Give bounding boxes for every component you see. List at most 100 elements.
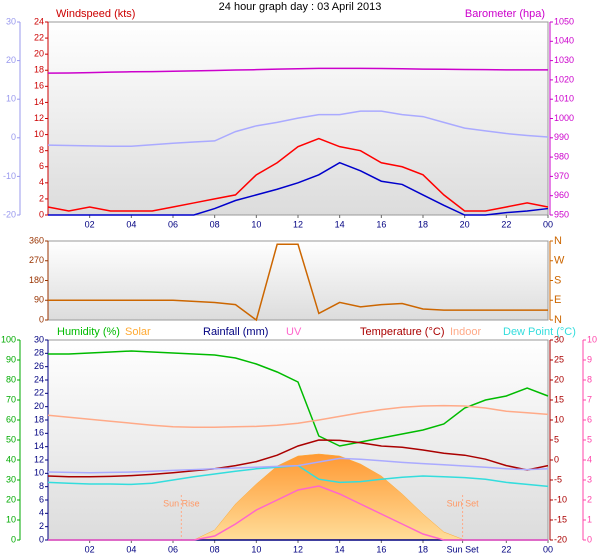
y-tick-label: 16 (34, 81, 44, 91)
line (48, 350, 549, 447)
y-tick-label: E (554, 294, 561, 306)
y-tick-label: 16 (34, 428, 44, 438)
y-tick-label: 8 (39, 481, 44, 491)
x-tick-label: 22 (501, 219, 511, 229)
y-tick-label: 8 (587, 374, 592, 384)
y-tick-label: 14 (34, 97, 44, 107)
y-tick-label: 990 (554, 132, 569, 142)
y-tick-label: 20 (34, 49, 44, 59)
line (48, 485, 548, 541)
x-tick-label: 12 (293, 544, 303, 554)
legend-entry: Indoor (450, 326, 482, 338)
y-tick-label: 970 (554, 171, 569, 181)
x-tick-label: 02 (85, 219, 95, 229)
y-tick-label: 20 (554, 374, 564, 384)
y-tick-label: 20 (6, 55, 16, 65)
y-tick-label: -15 (554, 514, 567, 524)
y-tick-label: 4 (39, 508, 44, 518)
y-tick-label: 80 (6, 374, 16, 384)
annotation: Sun Rise (163, 498, 200, 508)
y-tick-label: 26 (34, 361, 44, 371)
x-tick-label: 12 (293, 219, 303, 229)
x-tick-label: 16 (376, 544, 386, 554)
legend-entry: UV (286, 326, 302, 338)
x-tick-label: 08 (210, 219, 220, 229)
y-tick-label: 24 (34, 16, 44, 26)
y-tick-label: N (554, 235, 562, 247)
legend-entry: Humidity (%) (57, 326, 120, 338)
y-tick-label: 1000 (554, 113, 574, 123)
y-tick-label: 90 (34, 295, 44, 305)
x-tick-label: 10 (251, 219, 261, 229)
x-tick-label: 06 (168, 544, 178, 554)
x-tick-label: 14 (335, 219, 345, 229)
axis-title: Barometer (hpa) (465, 8, 545, 20)
y-tick-label: 12 (34, 454, 44, 464)
y-tick-label: 950 (554, 209, 569, 219)
legend-entry: Rainfall (mm) (203, 326, 268, 338)
x-tick-label: 10 (251, 544, 261, 554)
chart-title: 24 hour graph day : 03 April 2013 (219, 1, 382, 13)
y-tick-label: -20 (3, 209, 16, 219)
y-tick-label: 15 (554, 394, 564, 404)
y-tick-label: 1 (587, 514, 592, 524)
axis-title: Windspeed (kts) (56, 8, 135, 20)
y-tick-label: 360 (29, 235, 44, 245)
x-tick-label: 14 (335, 544, 345, 554)
y-tick-label: 0 (554, 454, 559, 464)
y-tick-label: 20 (34, 401, 44, 411)
plot-area (47, 240, 549, 321)
y-tick-label: 22 (34, 32, 44, 42)
y-tick-label: 18 (34, 65, 44, 75)
y-tick-label: 20 (6, 494, 16, 504)
x-tick-label: Sun Set (447, 544, 480, 554)
y-tick-label: 0 (39, 534, 44, 544)
x-tick-label: 20 (460, 219, 470, 229)
y-tick-label: 0 (11, 132, 16, 142)
y-tick-label: 2 (39, 521, 44, 531)
line (47, 404, 549, 428)
y-tick-label: 30 (554, 334, 564, 344)
y-tick-label: 1030 (554, 55, 574, 65)
y-tick-label: 14 (34, 441, 44, 451)
y-tick-label: 5 (554, 434, 559, 444)
y-tick-label: 10 (34, 468, 44, 478)
y-tick-label: 2 (587, 494, 592, 504)
y-tick-label: 1020 (554, 74, 574, 84)
y-tick-label: 0 (39, 314, 44, 324)
y-tick-label: 0 (587, 534, 592, 544)
line (47, 110, 549, 148)
y-tick-label: 25 (554, 354, 564, 364)
y-tick-label: -10 (554, 494, 567, 504)
y-tick-label: 980 (554, 151, 569, 161)
y-tick-label: -5 (554, 474, 562, 484)
y-tick-label: 12 (34, 113, 44, 123)
y-tick-label: 960 (554, 190, 569, 200)
y-tick-label: 8 (39, 145, 44, 155)
y-tick-label: 2 (39, 193, 44, 203)
x-tick-label: 00 (543, 544, 553, 554)
y-tick-label: 24 (34, 374, 44, 384)
y-tick-label: 22 (34, 388, 44, 398)
line (48, 243, 548, 322)
y-tick-label: 0 (39, 209, 44, 219)
y-tick-label: 100 (1, 334, 16, 344)
y-tick-label: 10 (6, 514, 16, 524)
y-tick-label: 10 (34, 129, 44, 139)
y-tick-label: 18 (34, 414, 44, 424)
line (48, 161, 549, 216)
line (47, 439, 549, 478)
x-tick-label: 22 (501, 544, 511, 554)
y-tick-label: 90 (6, 354, 16, 364)
y-tick-label: 60 (6, 414, 16, 424)
x-tick-label: 06 (168, 219, 178, 229)
y-tick-label: 30 (6, 16, 16, 26)
y-tick-label: 270 (29, 255, 44, 265)
x-tick-label: 00 (543, 219, 553, 229)
y-tick-label: 9 (587, 354, 592, 364)
y-tick-label: S (554, 274, 561, 286)
y-tick-label: 40 (6, 454, 16, 464)
y-tick-label: 70 (6, 394, 16, 404)
